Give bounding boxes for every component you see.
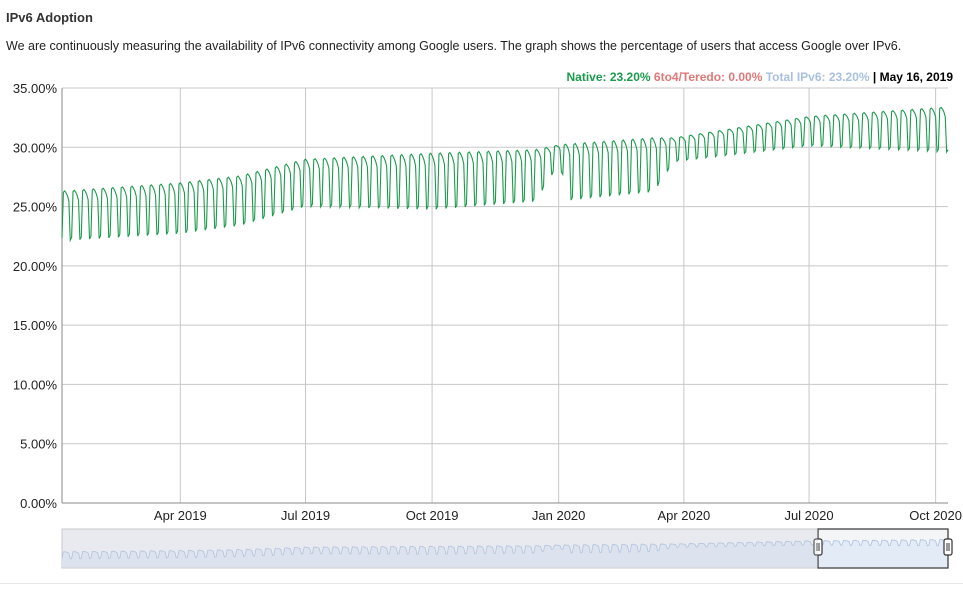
legend-date: May 16, 2019 [879,70,953,84]
chart-grid [61,87,948,504]
x-tick-label: Jul 2019 [281,508,330,523]
x-tick-label: Jan 2020 [532,508,586,523]
y-tick-label: 10.00% [13,377,58,392]
x-tick-label: Apr 2019 [154,508,207,523]
chart-description: We are continuously measuring the availa… [6,39,902,53]
x-tick-label: Jul 2020 [784,508,833,523]
range-navigator[interactable] [61,528,953,569]
y-axis-labels: 35.00% 30.00% 25.00% 20.00% 15.00% 10.00% 5.00… [13,81,58,511]
y-tick-label: 30.00% [13,140,58,155]
y-tick-label: 0.00% [20,496,57,511]
navigator-unselected [62,529,818,568]
navigator-handle-left[interactable] [813,538,823,556]
legend-teredo: 6to4/Teredo: 0.00% [653,70,763,84]
y-tick-label: 5.00% [20,437,57,452]
x-tick-label: Oct 2020 [909,508,962,523]
legend-separator: | [872,70,877,84]
x-tick-label: Apr 2020 [657,508,710,523]
chart-legend: Native: 23.20% 6to4/Teredo: 0.00% Total … [567,70,953,84]
y-tick-label: 20.00% [13,259,58,274]
legend-total: Total IPv6: 23.20% [765,70,870,84]
x-axis-labels: Apr 2019 Jul 2019 Oct 2019 Jan 2020 Apr 2020… [154,508,962,523]
page-title: IPv6 Adoption [6,10,93,25]
y-tick-label: 35.00% [13,81,58,96]
y-tick-label: 25.00% [13,200,58,215]
series-native-line[interactable] [61,106,949,243]
y-tick-label: 15.00% [13,318,58,333]
bottom-divider [0,583,963,584]
navigator-selection[interactable] [817,528,949,569]
legend-native: Native: 23.20% [566,70,651,84]
x-tick-label: Oct 2019 [406,508,459,523]
navigator-handle-right[interactable] [943,538,953,556]
navigator-line [61,539,949,560]
